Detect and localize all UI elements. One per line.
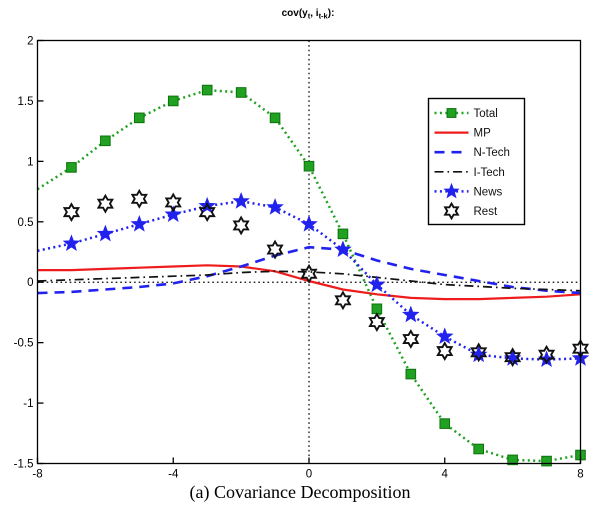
square-marker xyxy=(269,112,281,124)
y-axis: 2 1.5 1 0.5 0 -0.5 -1 -1.5 xyxy=(14,36,44,471)
star5-marker xyxy=(130,214,149,232)
x-tick-label: 0 xyxy=(306,469,312,481)
hexagram-marker xyxy=(130,188,148,209)
y-tick-label: -1.5 xyxy=(14,459,34,471)
hexagram-marker xyxy=(470,342,488,363)
legend-label: N-Tech xyxy=(474,147,510,159)
y-tick-label: -1 xyxy=(23,398,33,410)
star5-marker xyxy=(334,240,352,258)
legend-entry-news: News xyxy=(434,182,503,199)
title-text: ): xyxy=(327,8,335,19)
legend-sample-hexagram-marker xyxy=(443,201,460,221)
legend-entry-rest: Rest xyxy=(443,201,498,221)
hexagram-marker xyxy=(300,263,318,284)
square-marker xyxy=(303,160,315,172)
y-tick-label: 1 xyxy=(27,156,33,168)
hexagram-marker xyxy=(232,215,250,236)
square-marker xyxy=(337,228,349,240)
title-subscript: t xyxy=(307,11,311,21)
legend-label: MP xyxy=(474,128,492,140)
series-n-tech-line xyxy=(37,245,581,295)
legend-label: I-Tech xyxy=(474,167,505,179)
x-tick-label: 4 xyxy=(442,469,449,481)
square-marker xyxy=(167,95,179,107)
hexagram-marker xyxy=(96,193,114,214)
star5-marker xyxy=(232,192,250,209)
figure-caption: (a) Covariance Decomposition xyxy=(189,482,411,502)
series-rest-markers xyxy=(62,188,590,368)
legend-label: News xyxy=(474,186,503,198)
legend-entry-i-tech: I-Tech xyxy=(434,167,505,179)
legend: Total MP N-Tech I-Tech News Rest xyxy=(427,97,526,226)
series-i-tech-line xyxy=(37,270,581,292)
star5-marker xyxy=(266,198,284,215)
hexagram-marker xyxy=(334,290,352,311)
star5-marker xyxy=(402,305,420,323)
hexagram-marker xyxy=(402,329,420,349)
y-tick-label: 0.5 xyxy=(18,217,34,229)
star5-marker xyxy=(96,224,115,242)
hexagram-marker xyxy=(164,192,182,213)
star5-marker xyxy=(368,275,386,293)
title-subscript: t-k xyxy=(318,11,328,21)
hexagram-marker xyxy=(436,341,454,362)
star5-marker xyxy=(62,234,81,251)
square-marker xyxy=(541,455,552,467)
hexagram-marker xyxy=(368,312,386,333)
legend-label: Rest xyxy=(474,206,498,218)
y-tick-label: 2 xyxy=(27,36,33,48)
x-axis: -8 -4 0 4 8 xyxy=(32,457,584,481)
title-text: , i xyxy=(310,8,319,19)
square-marker xyxy=(235,87,247,98)
x-tick-label: 8 xyxy=(577,469,583,481)
square-marker xyxy=(134,112,145,124)
x-tick-label: -8 xyxy=(32,469,42,481)
legend-box xyxy=(427,97,526,226)
hexagram-marker xyxy=(198,202,216,223)
star5-marker xyxy=(300,214,318,232)
legend-entry-mp: MP xyxy=(434,128,492,140)
star5-marker xyxy=(164,205,183,222)
square-marker xyxy=(439,418,451,429)
square-marker xyxy=(66,162,77,173)
y-tick-label: 0 xyxy=(27,277,33,289)
hexagram-marker xyxy=(62,202,81,223)
square-marker xyxy=(473,443,484,455)
square-marker xyxy=(507,454,518,466)
legend-entry-total: Total xyxy=(434,108,498,120)
figure-title: cov(yt, it-k): xyxy=(16,8,600,21)
star5-marker xyxy=(435,327,454,345)
y-tick-label: 1.5 xyxy=(18,96,34,108)
title-text: cov(y xyxy=(281,8,308,19)
legend-sample-star5-marker xyxy=(443,182,460,199)
hexagram-marker xyxy=(504,347,522,368)
x-tick-label: -4 xyxy=(168,469,179,481)
square-marker xyxy=(371,303,383,315)
hexagram-marker xyxy=(266,239,284,260)
y-tick-label: -0.5 xyxy=(14,338,34,350)
series-total-markers xyxy=(66,84,586,467)
square-marker xyxy=(100,135,111,147)
legend-sample-square-marker xyxy=(446,108,457,118)
square-marker xyxy=(405,368,417,380)
legend-entry-n-tech: N-Tech xyxy=(434,147,510,159)
square-marker xyxy=(201,84,213,96)
hexagram-marker xyxy=(537,344,556,365)
legend-label: Total xyxy=(474,108,498,120)
